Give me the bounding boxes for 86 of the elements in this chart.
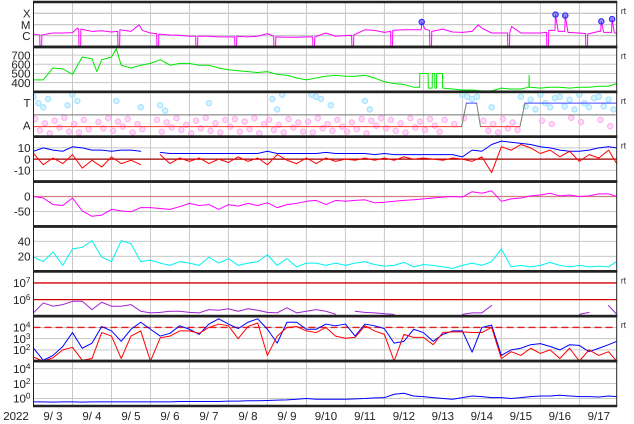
point: [566, 96, 573, 103]
point: [488, 104, 495, 111]
x-tick-label: 9/10: [314, 411, 338, 423]
x-tick-label: 9/13: [432, 411, 454, 423]
point: [600, 103, 607, 110]
line-series: [34, 392, 617, 403]
point: [318, 96, 324, 102]
point: [328, 102, 334, 108]
x-tick-label: 9/17: [588, 411, 610, 423]
x-tick-label: 9/ 7: [199, 411, 219, 423]
text: rt: [620, 96, 627, 106]
point: [64, 102, 71, 108]
point: [269, 96, 276, 102]
point: [605, 96, 612, 103]
point: [596, 94, 602, 100]
x-tick-label: 9/11: [354, 411, 376, 423]
y-tick-label: 0: [24, 154, 30, 166]
text: rt: [620, 140, 627, 151]
point: [156, 102, 164, 108]
point: [362, 98, 368, 104]
point: [137, 104, 144, 111]
point: [571, 106, 578, 113]
text: A: [22, 120, 31, 133]
point: [418, 18, 426, 26]
point: [518, 94, 524, 100]
point: [113, 98, 120, 104]
point: [366, 106, 374, 113]
point: [35, 100, 42, 106]
y-tick-label: 20: [18, 252, 30, 264]
point: [610, 106, 617, 113]
ref-line-label: X: [22, 8, 31, 21]
point: [562, 12, 569, 19]
point: [608, 16, 616, 22]
point: [598, 18, 605, 25]
y-tick-label: 10$^{7}$: [13, 276, 31, 290]
point: [546, 104, 554, 111]
text: rt: [620, 6, 627, 16]
text: T: [23, 98, 30, 110]
y-tick-label: 10$^{2}$: [13, 376, 31, 391]
point: [527, 96, 534, 103]
ref-line-label: C: [22, 30, 30, 43]
point: [206, 100, 212, 106]
x-tick-label: 9/12: [392, 411, 416, 423]
x-tick-label: 9/14: [470, 411, 494, 423]
line-series: [34, 48, 617, 92]
point: [586, 104, 592, 111]
y-tick-label: 10$^{6}$: [13, 292, 31, 307]
ref-line-label: M: [20, 20, 30, 32]
x-tick-label: 9/ 4: [82, 411, 102, 423]
point: [552, 94, 558, 102]
x-tick-label: 9/ 5: [121, 411, 141, 423]
point: [474, 94, 480, 100]
y-tick-label: 10$^{0}$: [13, 391, 31, 406]
x-tick-label: 9/ 9: [277, 411, 297, 423]
line-series: [34, 240, 617, 269]
point: [590, 94, 598, 102]
line-series: [34, 190, 617, 217]
x-tick-label: 9/ 6: [160, 411, 180, 423]
point: [532, 106, 539, 113]
text: rt: [620, 50, 627, 61]
point: [74, 98, 81, 104]
x-tick-label: 9/15: [510, 411, 532, 423]
point: [561, 103, 568, 110]
y-tick-label: -50: [14, 206, 30, 219]
y-tick-label: 10: [18, 143, 30, 156]
y-tick-label: 10$^{2}$: [13, 342, 31, 358]
point: [44, 96, 52, 102]
x-tick-label: 9/ 3: [43, 411, 63, 423]
y-tick-label: 400: [11, 78, 30, 90]
text: rt: [620, 320, 627, 330]
y-tick-label: 10$^{4}$: [13, 361, 31, 376]
point: [552, 11, 559, 18]
point: [556, 94, 564, 100]
y-tick-label: -10: [14, 166, 30, 178]
point: [464, 94, 470, 100]
point: [312, 94, 320, 100]
y-tick-label: 0: [24, 192, 30, 204]
text: rt: [620, 275, 627, 286]
y-tick-label: 40: [18, 236, 30, 249]
x-tick-label: 9/ 8: [238, 411, 258, 423]
x-axis-title: 2022: [3, 411, 29, 423]
x-tick-label: 9/16: [548, 411, 572, 423]
point: [468, 96, 476, 102]
point: [162, 107, 168, 114]
point: [274, 106, 280, 113]
point: [40, 104, 46, 111]
